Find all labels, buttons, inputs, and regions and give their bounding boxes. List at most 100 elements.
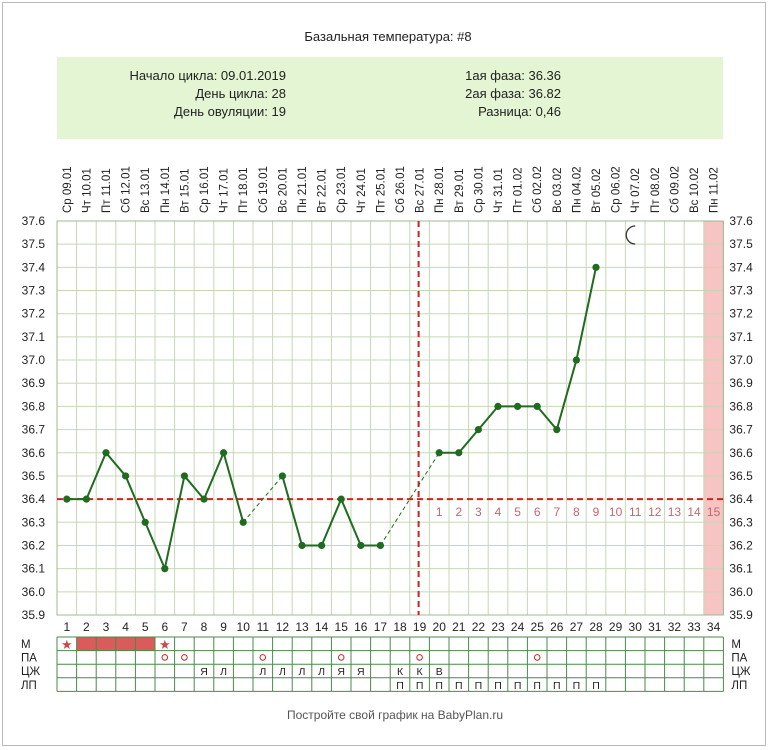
temp-point — [82, 495, 90, 503]
cycle-day-numbers: 1 2 3 4 5 6 7 8 9 10 11 12 13 14 15 16 17 18 19 20 21 22 23 24 2… — [63, 620, 720, 634]
row-label-left: ЛП — [21, 680, 37, 692]
series-segment — [458, 428, 480, 454]
temp-point — [435, 449, 443, 457]
luteal-day-number: 15 — [707, 505, 721, 519]
temp-point — [239, 518, 247, 526]
day-number: 24 — [511, 620, 525, 634]
y-tick-left: 37.2 — [22, 307, 46, 321]
plot-border — [56, 220, 724, 616]
date-label: Вс 13.01 — [140, 168, 152, 213]
row-label-left: ПА — [21, 653, 37, 665]
day-number: 17 — [374, 620, 388, 634]
series-segment — [124, 475, 147, 523]
luteal-day-numbers: 1 2 3 4 5 6 7 8 9 10 11 12 13 14 15 — [436, 505, 721, 519]
pa-circle-icon — [533, 654, 541, 661]
date-label: Сб 19.01 — [258, 166, 270, 213]
temp-point — [337, 495, 345, 503]
date-label: Пт 25.01 — [375, 167, 387, 213]
temp-point — [298, 541, 306, 550]
date-label: Пт 01.02 — [513, 167, 525, 213]
day-number: 13 — [295, 620, 309, 634]
day-number: 14 — [315, 620, 329, 634]
lp-mark: П — [396, 680, 404, 692]
date-label: Чт 17.01 — [219, 168, 231, 213]
footer-credit[interactable]: Постройте свой график на BabyPlan.ru — [287, 708, 503, 722]
luteal-day-number: 5 — [514, 505, 521, 519]
y-tick-right: 37.0 — [729, 353, 753, 367]
date-label: Пн 21.01 — [297, 166, 309, 213]
y-tick-right: 36.4 — [729, 492, 753, 506]
date-label: Пт 18.01 — [238, 167, 250, 213]
row-label-left: М — [21, 639, 31, 651]
series-segment — [340, 498, 362, 546]
lp-mark: П — [475, 680, 483, 692]
y-tick-left: 36.0 — [22, 585, 46, 599]
series-segment — [163, 475, 186, 569]
bbt-chart: Базальная температура: #8 Начало цикла: … — [21, 29, 753, 722]
pa-circle-icon — [181, 654, 188, 661]
cycle-start: Начало цикла: 09.01.2019 — [129, 68, 286, 83]
day-number: 3 — [103, 620, 110, 634]
date-label: Сб 12.01 — [121, 166, 133, 213]
date-label: Пн 28.01 — [434, 166, 446, 213]
series-segment — [222, 452, 245, 523]
row-label-right: ЛП — [731, 680, 747, 692]
date-label: Пн 14.01 — [160, 166, 172, 213]
temp-difference: Разница: 0,46 — [478, 104, 561, 119]
temp-point — [278, 472, 286, 480]
temp-point — [102, 449, 110, 457]
pa-circle-icon — [337, 654, 345, 661]
series-segment — [144, 521, 166, 570]
luteal-day-number: 6 — [534, 505, 541, 519]
date-label: Вт 22.01 — [317, 168, 329, 213]
series-segment — [575, 267, 597, 361]
lp-mark: П — [533, 680, 541, 692]
row-label-right: М — [731, 639, 741, 651]
series-segment — [281, 475, 303, 546]
lp-mark: П — [553, 680, 561, 692]
y-tick-left: 37.6 — [22, 214, 46, 228]
day-number: 26 — [550, 620, 564, 634]
y-tick-left: 37.1 — [22, 330, 46, 344]
day-number: 5 — [142, 620, 149, 634]
y-tick-left: 36.6 — [22, 446, 46, 460]
row-label-right: ПА — [731, 653, 747, 665]
y-tick-right: 36.3 — [729, 515, 753, 529]
date-label: Пн 11.02 — [709, 167, 721, 213]
y-tick-left: 35.9 — [22, 608, 46, 622]
cm-mark: К — [417, 666, 424, 678]
day-number: 29 — [609, 620, 623, 634]
day-number: 7 — [181, 620, 188, 634]
y-tick-right: 36.7 — [729, 423, 753, 437]
temp-point — [376, 541, 384, 550]
series-segment — [183, 475, 205, 500]
moon-icon — [625, 225, 636, 245]
y-tick-right: 37.4 — [729, 260, 753, 274]
date-label: Вт 29.01 — [454, 168, 466, 213]
y-tick-right: 36.6 — [729, 446, 753, 460]
y-tick-left: 37.5 — [22, 237, 46, 251]
day-number: 34 — [707, 620, 721, 634]
luteal-day-number: 8 — [573, 505, 580, 519]
y-tick-left: 36.7 — [22, 423, 46, 437]
temp-point — [553, 425, 561, 434]
flow-cell — [76, 637, 97, 651]
phase1-temp: 1ая фаза: 36.36 — [465, 68, 561, 83]
y-tick-right: 36.2 — [729, 538, 753, 552]
star-icon: ★ — [159, 637, 171, 652]
cycle-day: День цикла: 28 — [195, 86, 286, 101]
date-label: Сб 26.01 — [395, 166, 407, 213]
luteal-day-number: 3 — [475, 505, 482, 519]
cm-mark: Л — [259, 666, 266, 678]
ovulation-day: День овуляции: 19 — [174, 104, 286, 119]
y-tick-right: 36.5 — [729, 469, 753, 483]
reference-lines — [57, 221, 724, 615]
temp-point — [474, 425, 482, 434]
cm-mark: Я — [357, 666, 365, 678]
day-number: 4 — [122, 620, 129, 634]
lp-mark: П — [592, 680, 600, 692]
luteal-day-number: 10 — [609, 505, 623, 519]
day-number: 11 — [257, 620, 270, 634]
y-tick-right: 37.1 — [729, 330, 753, 344]
